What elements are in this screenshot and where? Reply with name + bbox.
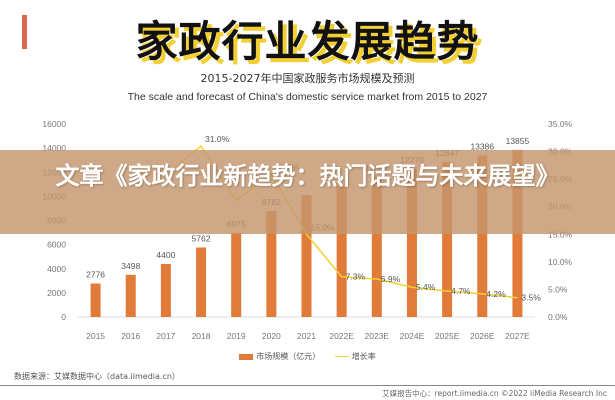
left-axis-tick: 2000 xyxy=(47,288,66,298)
x-axis-tick: 2017 xyxy=(156,331,175,341)
growth-value-label: 5.4% xyxy=(416,282,436,292)
legend-bar-label: 市场规模（亿元） xyxy=(256,352,321,361)
footer-divider xyxy=(0,385,615,386)
bar-value-label: 2776 xyxy=(86,270,105,280)
x-axis-tick: 2022E xyxy=(329,331,354,341)
growth-value-label: 3.5% xyxy=(521,293,541,303)
x-axis-tick: 2015 xyxy=(86,331,105,341)
page-title: 家政行业发展趋势 xyxy=(135,17,480,66)
left-axis-tick: 16000 xyxy=(42,119,66,129)
x-axis-tick: 2018 xyxy=(192,331,211,341)
chart-title-cn: 2015-2027年中国家政服务市场规模及预测 xyxy=(200,72,415,85)
bar xyxy=(406,168,417,317)
bar-value-label: 13386 xyxy=(470,142,494,152)
x-axis-tick: 2016 xyxy=(121,331,140,341)
right-axis-tick: 5.0% xyxy=(548,284,568,294)
bar-value-label: 3498 xyxy=(121,261,140,271)
bar xyxy=(231,232,242,317)
x-axis-tick: 2027E xyxy=(505,331,530,341)
x-axis-tick: 2020 xyxy=(262,331,281,341)
left-axis-tick: 14000 xyxy=(42,143,66,153)
x-axis-tick: 2026E xyxy=(470,331,495,341)
bar-value-label: 4400 xyxy=(156,250,175,260)
bar-value-label: 5762 xyxy=(192,233,211,243)
bar xyxy=(301,195,312,317)
legend-line-swatch xyxy=(334,355,349,358)
bar xyxy=(371,176,382,317)
x-axis-tick: 2024E xyxy=(400,331,425,341)
bar xyxy=(442,162,453,317)
x-axis-tick: 2023E xyxy=(365,331,390,341)
right-axis-tick: 15.0% xyxy=(548,229,573,239)
legend-bar-swatch xyxy=(239,353,254,360)
growth-value-label: 7.3% xyxy=(346,272,366,282)
article-title[interactable]: 文章《家政行业新趋势：热门话题与未来展望》 xyxy=(55,162,560,190)
bar xyxy=(336,186,347,317)
title-accent-bar xyxy=(22,15,27,49)
x-axis-tick: 2021 xyxy=(297,331,316,341)
article-banner xyxy=(0,150,615,234)
right-axis-tick: 10.0% xyxy=(548,257,573,267)
left-axis-tick: 0 xyxy=(61,312,66,322)
right-axis-tick: 0.0% xyxy=(548,312,568,322)
chart-title-en: The scale and forecast of China's domest… xyxy=(127,91,488,103)
bar xyxy=(477,155,488,317)
left-axis-tick: 4000 xyxy=(47,264,66,274)
data-source: 数据来源：艾媒数据中心（data.iimedia.cn） xyxy=(14,372,180,381)
legend-line-label: 增长率 xyxy=(351,352,376,361)
bar xyxy=(125,274,136,317)
x-axis-tick: 2019 xyxy=(227,331,246,341)
bar xyxy=(266,211,277,317)
x-axis-tick: 2025E xyxy=(435,331,460,341)
footer-credit: 艾媒报告中心：report.iimedia.cn ©2022 iiMedia R… xyxy=(382,389,607,398)
bar xyxy=(90,283,101,317)
left-axis-tick: 6000 xyxy=(47,240,66,250)
growth-value-label: 6.9% xyxy=(381,274,401,284)
bar xyxy=(196,247,207,317)
growth-value-label: 31.0% xyxy=(205,134,230,144)
chart-legend: 市场规模（亿元） 增长率 xyxy=(0,351,615,362)
bar-value-label: 13855 xyxy=(506,136,530,146)
growth-value-label: 4.7% xyxy=(451,286,471,296)
right-axis-tick: 35.0% xyxy=(548,119,573,129)
bar xyxy=(160,263,171,317)
growth-value-label: 4.2% xyxy=(486,289,506,299)
